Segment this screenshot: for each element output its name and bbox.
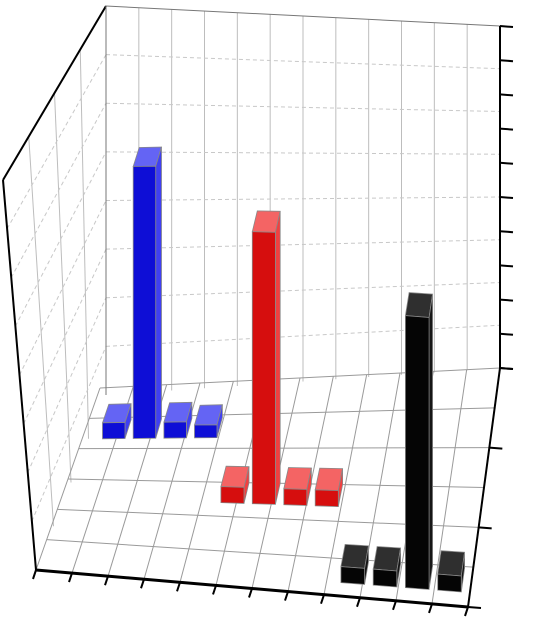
y-axis <box>467 367 501 608</box>
y-axis-tick <box>478 526 492 530</box>
bar-front <box>220 486 245 504</box>
bar-front <box>132 165 157 439</box>
x-axis-tick <box>248 588 253 598</box>
x-axis-tick <box>428 603 433 614</box>
bar <box>193 404 223 439</box>
y-axis-tick <box>499 367 514 370</box>
left-wall-gridline <box>6 54 107 229</box>
left-wall-gridline <box>27 297 107 473</box>
bar-side <box>428 294 434 590</box>
bar-top <box>437 550 466 577</box>
back-wall-gridline <box>105 324 501 347</box>
left-wall-edge <box>2 179 37 571</box>
bar-front <box>437 573 462 593</box>
x-axis-tick <box>320 594 325 604</box>
left-wall-gridline <box>10 103 107 278</box>
z-axis-tick <box>499 264 514 268</box>
back-wall-gridline <box>105 282 501 299</box>
top-left-edge <box>2 5 107 181</box>
bar-front <box>194 424 218 439</box>
bar-group-1 <box>101 146 223 440</box>
axes-layer <box>2 5 514 617</box>
bar-front <box>340 566 366 585</box>
bar-top <box>314 467 344 492</box>
z-axis-tick <box>499 196 514 199</box>
bar-side <box>155 146 162 439</box>
x-axis-tick <box>104 575 109 586</box>
x-axis-tick <box>284 591 289 601</box>
bar <box>251 210 281 505</box>
left-wall-gridline <box>79 49 89 439</box>
y-axis-tick <box>489 446 503 450</box>
left-wall-gridline <box>54 92 72 483</box>
bar-front <box>404 315 430 590</box>
left-wall-gridline <box>31 346 107 522</box>
x-axis-tick <box>392 600 397 611</box>
bar <box>220 465 250 504</box>
floor-gridline <box>46 539 474 568</box>
back-wall-gridline <box>105 54 501 70</box>
x-axis-tick <box>212 585 217 595</box>
bar-front <box>372 568 398 588</box>
back-wall-gridline <box>105 151 501 155</box>
bar <box>163 401 193 439</box>
x-axis-tick <box>32 569 37 580</box>
bar-front <box>314 489 339 508</box>
bar-front <box>102 422 126 440</box>
z-axis-tick <box>499 59 514 63</box>
back-wall-gridline <box>105 239 501 250</box>
bar <box>132 146 163 439</box>
z-axis-tick <box>499 161 514 165</box>
back-wall-gridline <box>105 196 501 201</box>
bar-group-2 <box>220 210 344 508</box>
bar-front <box>163 421 187 439</box>
bar-group-3 <box>340 292 466 593</box>
x-axis-tick <box>176 582 181 592</box>
bar-front <box>251 231 276 505</box>
bar-front <box>283 488 308 506</box>
bar <box>404 292 434 590</box>
x-axis-tick <box>464 606 469 617</box>
x-axis-tick <box>140 578 145 589</box>
x-axis-tick <box>356 597 361 608</box>
z-axis-tick <box>499 93 514 97</box>
bar-side <box>274 211 281 505</box>
bar <box>283 467 312 506</box>
bar <box>101 403 132 440</box>
z-axis-tick <box>499 127 514 131</box>
z-axis-tick <box>499 332 514 336</box>
bar-top <box>404 292 434 318</box>
bar <box>314 467 344 508</box>
z-axis-tick <box>499 298 514 302</box>
top-back-edge <box>105 5 501 27</box>
x-axis-tick <box>68 572 73 583</box>
floor-gridline <box>99 367 501 389</box>
bar-top <box>340 543 369 569</box>
bar <box>437 550 466 593</box>
left-wall-gridline <box>28 136 54 527</box>
z-axis-tick <box>499 25 514 28</box>
left-wall-gridline <box>19 200 107 376</box>
back-wall-gridline <box>105 102 501 112</box>
bar <box>372 546 402 588</box>
z-axis-tick <box>499 230 514 234</box>
left-wall-gridline <box>14 151 107 327</box>
bar <box>340 543 369 585</box>
y-axis-tick <box>467 606 482 609</box>
bar-top <box>372 546 402 572</box>
bars-layer <box>101 146 466 593</box>
